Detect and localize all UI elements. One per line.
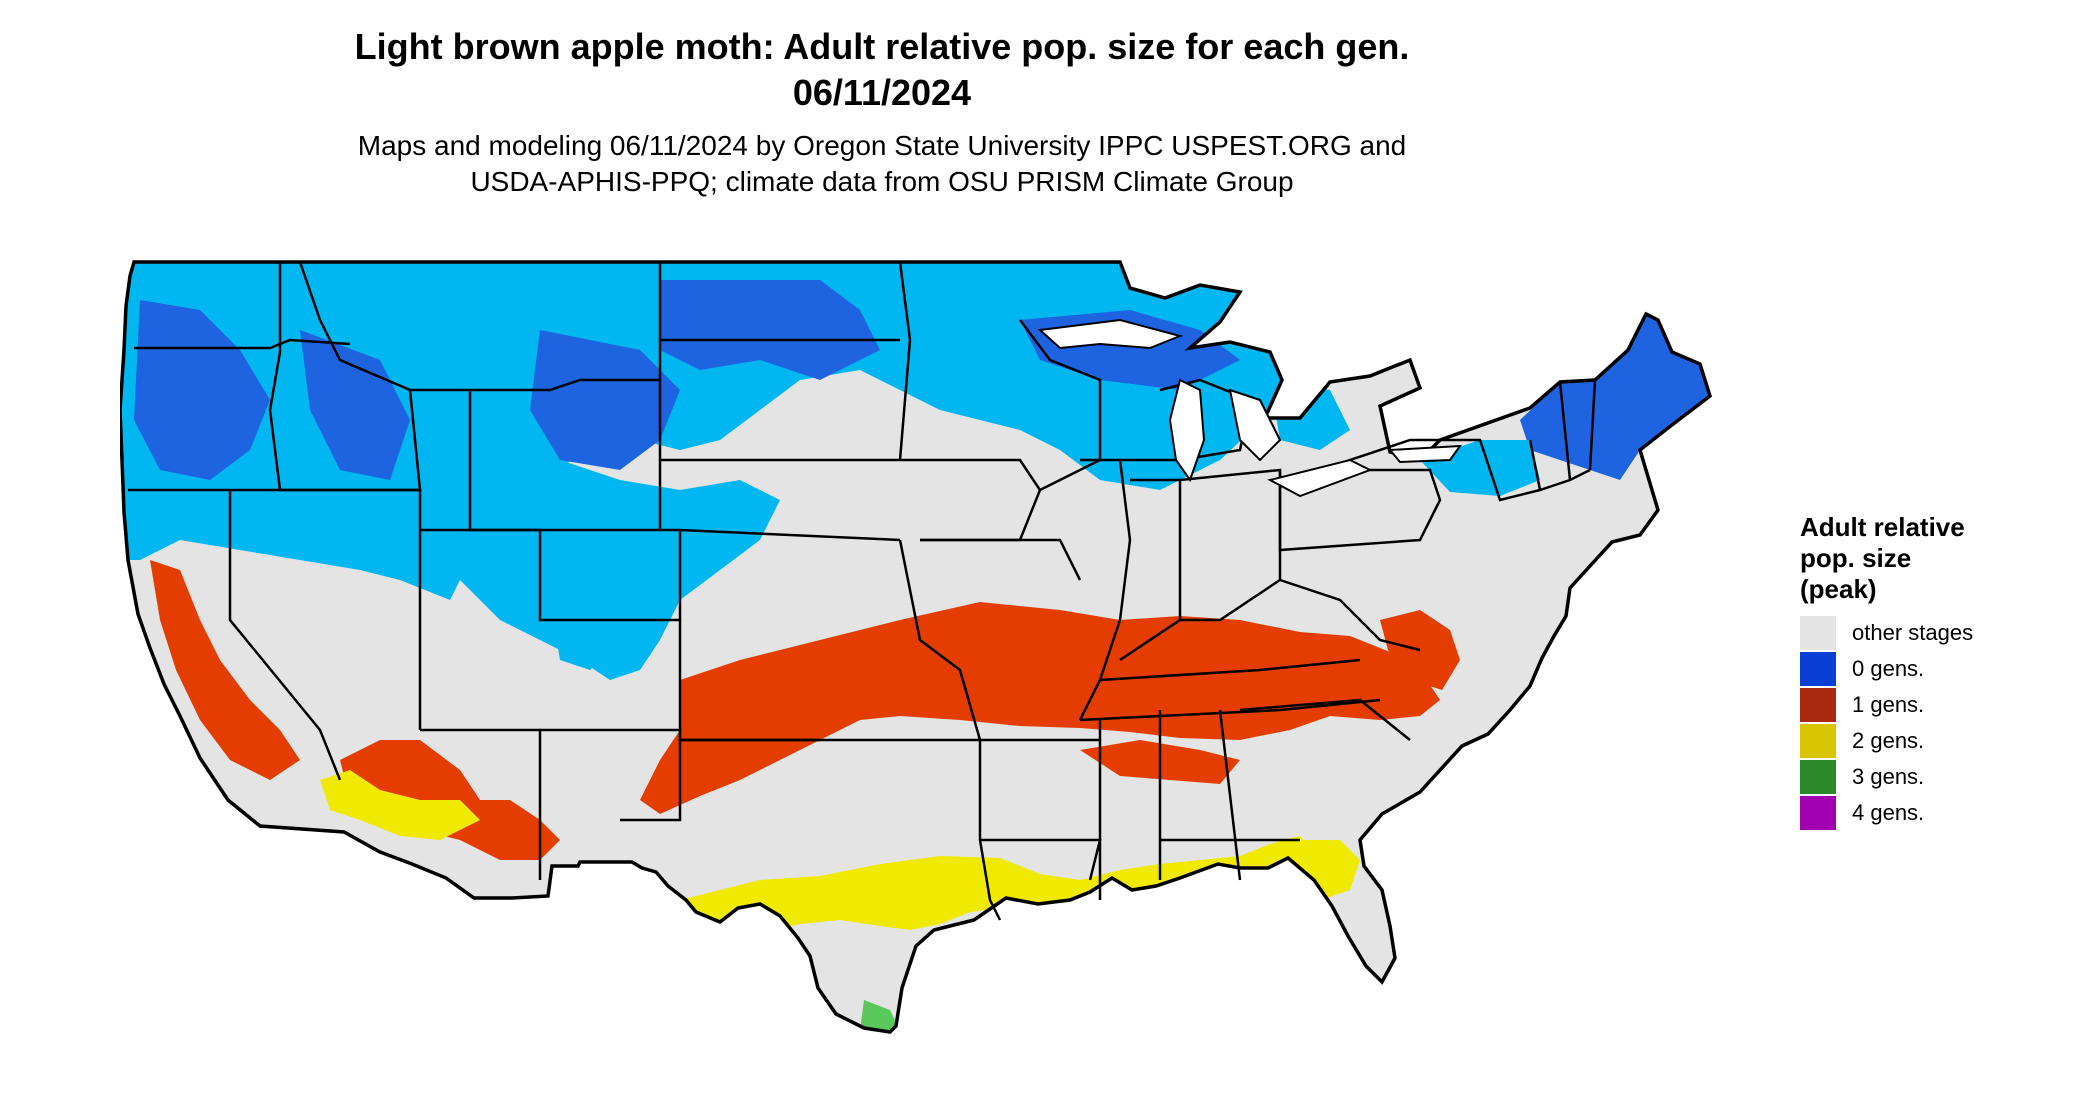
border-ms-al (1098, 710, 1162, 900)
border-tn-south (1079, 698, 1381, 722)
state-borders (120, 260, 1712, 1034)
three-gen-south-florida (1320, 990, 1390, 1032)
one-gen-central-band (640, 602, 1440, 814)
zero-gen-dark-northern-plains (660, 280, 880, 380)
border-sc-nc (1239, 698, 1411, 741)
legend-swatch (1800, 760, 1836, 794)
legend-item-3-gens: 3 gens. (1800, 759, 2080, 795)
border-new-england (1528, 379, 1597, 492)
great-lakes (1037, 318, 1463, 498)
legend: Adult relative pop. size (peak) other st… (1800, 512, 2080, 831)
one-gen-california-valley (150, 560, 300, 780)
border-ky-tn (1099, 658, 1361, 682)
map-subtitle-line-2: USDA-APHIS-PPQ; climate data from OSU PR… (470, 166, 1294, 197)
legend-title-line-1: Adult relative (1800, 512, 1965, 542)
legend-label: 1 gens. (1852, 692, 1925, 717)
map-title: Light brown apple moth: Adult relative p… (0, 24, 1932, 116)
legend-label: 3 gens. (1852, 764, 1925, 789)
border-il (1078, 458, 1132, 721)
map-subtitle: Maps and modeling 06/11/2024 by Oregon S… (0, 128, 1932, 200)
border-wy (468, 380, 662, 532)
border-va-wv (1279, 578, 1421, 652)
zero-gen-light-colorado (550, 520, 680, 670)
lake-michigan (1168, 378, 1206, 483)
border-pa (1278, 468, 1442, 552)
legend-label: 4 gens. (1852, 800, 1925, 825)
us-map-panel (120, 240, 1780, 1116)
two-gen-southwest (320, 770, 480, 840)
border-id-west (268, 262, 282, 491)
legend-item-2-gens: 2 gens. (1800, 723, 2080, 759)
border-tx-la (978, 839, 1002, 921)
zero-gen-dark-wyoming (530, 330, 680, 470)
legend-title-line-2: pop. size (1800, 543, 1912, 573)
border-ny (1319, 438, 1541, 502)
border-ks-mo (898, 539, 982, 741)
legend-swatch (1800, 688, 1836, 722)
two-gen-gulf-coast (680, 836, 1320, 940)
border-ca-nv (228, 490, 342, 781)
map-subtitle-line-1: Maps and modeling 06/11/2024 by Oregon S… (357, 130, 1407, 161)
border-in (1119, 478, 1182, 662)
us-map (120, 260, 1712, 1034)
border-mt-south (410, 378, 660, 392)
lake-huron (1228, 388, 1282, 462)
legend-swatch (1800, 724, 1836, 758)
lake-ontario (1387, 444, 1463, 464)
legend-swatch (1800, 652, 1836, 686)
zero-gen-dark-idaho (300, 330, 410, 480)
legend-title: Adult relative pop. size (peak) (1800, 512, 2080, 605)
legend-item-4-gens: 4 gens. (1800, 795, 2080, 831)
border-ut-co (420, 528, 682, 622)
legend-title-line-3: (peak) (1800, 574, 1877, 604)
legend-label: other stages (1852, 620, 1974, 645)
zero-gen-dark-west (134, 300, 270, 480)
map-title-line-1: Light brown apple moth: Adult relative p… (354, 26, 1410, 67)
zero-gen-dark-new-england (1520, 314, 1710, 480)
legend-label: 0 gens. (1852, 656, 1925, 681)
map-title-date: 06/11/2024 (792, 72, 972, 113)
generation-overlay (120, 262, 1710, 1032)
legend-swatch (1800, 616, 1836, 650)
border-ia-mo (920, 538, 1082, 581)
legend-swatch (1800, 796, 1836, 830)
lake-erie (1267, 458, 1373, 498)
border-wi (1019, 319, 1102, 492)
border-ga (1160, 709, 1300, 881)
legend-item-1-gens: 1 gens. (1800, 687, 2080, 723)
lake-superior (1037, 318, 1184, 350)
border-nv-ut (320, 488, 422, 730)
legend-item-0-gens: 0 gens. (1800, 651, 2080, 687)
border-nd-mn (898, 261, 912, 461)
border-nm-tx (540, 728, 682, 822)
legend-label: 2 gens. (1852, 728, 1925, 753)
legend-item-other-stages: other stages (1800, 615, 2080, 651)
